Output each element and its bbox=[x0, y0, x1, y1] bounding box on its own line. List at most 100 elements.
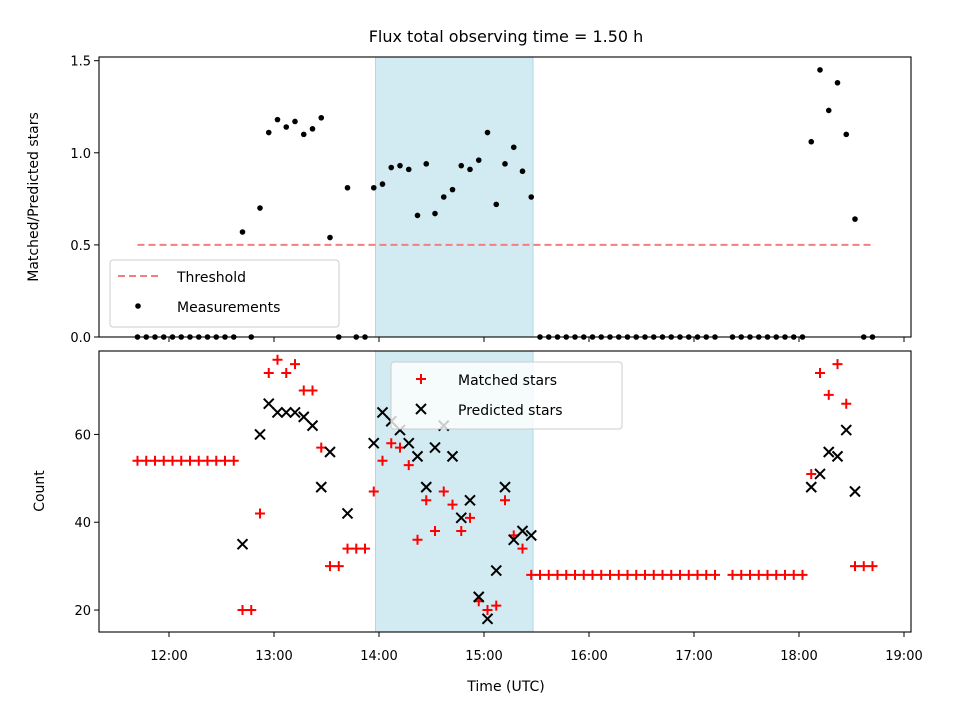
matched-stars-point bbox=[456, 526, 467, 537]
matched-stars-point bbox=[193, 455, 204, 466]
matched-stars-point bbox=[605, 569, 615, 580]
matched-stars-point bbox=[150, 455, 160, 466]
matched-stars-point bbox=[762, 569, 773, 580]
predicted-stars-point bbox=[840, 424, 852, 436]
measurement-point bbox=[318, 114, 325, 121]
matched-stars-point bbox=[797, 569, 808, 580]
matched-stars-point bbox=[386, 438, 397, 449]
measurement-point bbox=[397, 162, 403, 169]
matched-stars-point bbox=[745, 569, 755, 580]
x-tick-label: 16:00 bbox=[570, 649, 607, 664]
chart-title: Flux total observing time = 1.50 h bbox=[369, 27, 644, 46]
x-axis-label: Time (UTC) bbox=[466, 679, 544, 695]
measurement-point bbox=[449, 186, 456, 193]
measurement-point bbox=[440, 194, 447, 200]
x-tick-label: 19:00 bbox=[885, 649, 922, 664]
matched-stars-point bbox=[683, 569, 694, 580]
matched-stars-point bbox=[298, 385, 309, 396]
matched-stars-point bbox=[167, 455, 178, 466]
matched-stars-point bbox=[596, 569, 607, 580]
predicted-stars-point bbox=[315, 481, 327, 493]
legend-measurement-label: Measurements bbox=[177, 300, 280, 316]
predicted-stars-point bbox=[831, 450, 844, 463]
legend-measurement-swatch bbox=[135, 303, 141, 309]
measurement-point bbox=[519, 168, 526, 175]
predicted-stars-point bbox=[306, 419, 319, 432]
matched-stars-point bbox=[447, 499, 458, 510]
predicted-stars-point bbox=[254, 428, 266, 441]
matched-stars-point bbox=[535, 569, 545, 580]
measurement-point bbox=[817, 67, 823, 73]
predicted-stars-point bbox=[490, 564, 502, 577]
matched-stars-point bbox=[228, 455, 239, 466]
matched-stars-point bbox=[815, 367, 825, 378]
predicted-stars-point bbox=[411, 450, 424, 463]
matched-stars-point bbox=[368, 486, 379, 497]
bottom-plot-frame bbox=[98, 350, 912, 633]
top-legend: Threshold Measurements bbox=[109, 259, 340, 328]
matched-stars-point bbox=[246, 605, 257, 616]
matched-stars-point bbox=[640, 569, 650, 580]
measurement-point bbox=[458, 162, 465, 169]
measurement-point bbox=[239, 229, 246, 235]
predicted-stars-point bbox=[823, 446, 835, 458]
matched-stars-point bbox=[832, 359, 843, 370]
matched-stars-point bbox=[613, 569, 624, 580]
predicted-stars-point bbox=[481, 613, 494, 625]
measurement-point bbox=[370, 184, 377, 191]
measurement-point bbox=[344, 184, 351, 191]
legend-threshold-label: Threshold bbox=[176, 270, 246, 286]
bottom-series bbox=[236, 397, 861, 625]
x-tick-label: 13:00 bbox=[255, 649, 292, 664]
matched-stars-point bbox=[263, 367, 274, 378]
measurement-point bbox=[843, 131, 850, 138]
measurement-point bbox=[388, 164, 395, 171]
matched-stars-point bbox=[841, 398, 852, 409]
measurement-point bbox=[283, 124, 290, 130]
measurement-point bbox=[493, 201, 500, 208]
measurement-point bbox=[528, 194, 535, 200]
matched-stars-point bbox=[202, 455, 213, 466]
bottom-y-tick-label: 20 bbox=[74, 604, 91, 619]
predicted-stars-point bbox=[455, 512, 467, 524]
matched-stars-point bbox=[377, 455, 388, 466]
matched-stars-point bbox=[622, 569, 633, 580]
predicted-stars-point bbox=[429, 441, 441, 454]
top-plot-frame bbox=[98, 56, 912, 338]
matched-stars-point bbox=[132, 455, 143, 466]
legend-matched-swatch bbox=[416, 374, 426, 384]
predicted-stars-point bbox=[508, 534, 520, 546]
predicted-stars-point bbox=[376, 406, 389, 419]
matched-stars-point bbox=[176, 455, 187, 466]
matched-stars-point bbox=[858, 561, 869, 572]
predicted-stars-point bbox=[263, 397, 275, 410]
bottom-y-tick-label: 60 bbox=[74, 428, 91, 443]
predicted-stars-point bbox=[805, 481, 817, 493]
matched-stars-point bbox=[491, 600, 502, 611]
measurement-point bbox=[423, 161, 430, 167]
matched-stars-point bbox=[657, 569, 668, 580]
matched-stars-point bbox=[517, 543, 528, 554]
predicted-stars-point bbox=[298, 411, 310, 423]
predicted-stars-point bbox=[280, 406, 292, 419]
predicted-stars-point bbox=[464, 494, 476, 506]
matched-stars-point bbox=[421, 495, 432, 506]
matched-stars-point bbox=[403, 460, 414, 471]
matched-stars-point bbox=[430, 526, 440, 537]
measurement-point bbox=[432, 210, 438, 217]
measurement-point bbox=[825, 107, 832, 114]
matched-stars-point bbox=[561, 569, 572, 580]
matched-stars-point bbox=[272, 354, 283, 365]
predicted-stars-point bbox=[849, 485, 861, 498]
measurement-point bbox=[379, 181, 386, 187]
measurement-point bbox=[327, 234, 333, 241]
top-y-axis-label: Matched/Predicted stars bbox=[26, 112, 42, 282]
predicted-stars-point bbox=[271, 406, 284, 419]
top-observing-window bbox=[375, 56, 534, 338]
predicted-stars-point bbox=[236, 538, 249, 550]
bottom-y-axis-label: Count bbox=[32, 470, 48, 512]
top-y-tick-label: 0.5 bbox=[70, 239, 91, 254]
predicted-stars-point bbox=[473, 591, 485, 603]
matched-stars-point bbox=[578, 569, 589, 580]
